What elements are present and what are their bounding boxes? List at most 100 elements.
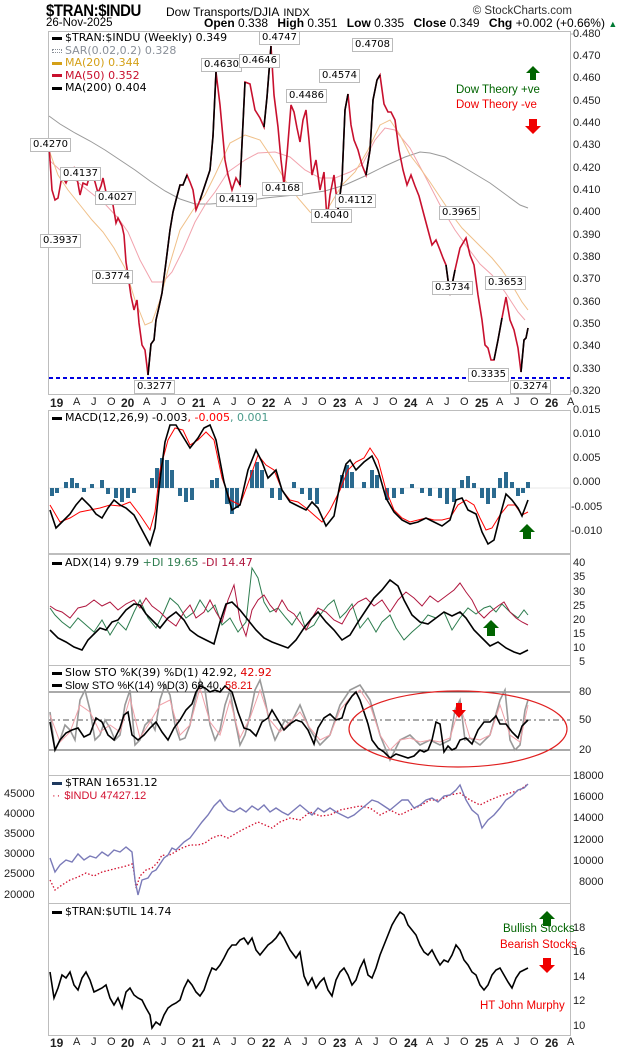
adx-panel: [49, 566, 529, 655]
x-tick: A: [143, 396, 151, 408]
x-tick: J: [514, 1036, 520, 1048]
legend-item-ma200: MA(200) 0.404: [52, 81, 227, 95]
description-text: Dow Transports/DJIA: [166, 5, 280, 19]
x-tick: J: [302, 1036, 308, 1048]
y-tick: 20: [573, 614, 586, 626]
x-axis-top: 19 A J O 20 A J O 21 A J O 22 A J O 23 A…: [0, 396, 620, 410]
legend-swatch: [52, 36, 62, 40]
macd-legend-signal: , -0.005: [187, 411, 230, 424]
y-tick: 18: [573, 922, 586, 934]
x-tick: 23: [333, 396, 347, 410]
y-tick: 30000: [4, 848, 35, 860]
low-label: Low: [346, 16, 371, 30]
x-tick: A: [213, 396, 221, 408]
y-tick: 14: [573, 971, 586, 983]
price-label: 0.4486: [286, 89, 327, 103]
chart-symbol: $TRAN:$INDU: [46, 1, 141, 20]
y-tick: 0.320: [573, 385, 601, 397]
price-label: 0.3277: [134, 380, 175, 394]
legend-swatch: [52, 561, 62, 565]
x-tick: O: [318, 1036, 327, 1048]
x-tick: O: [389, 1036, 398, 1048]
price-label: 0.4708: [352, 38, 393, 52]
y-tick: 45000: [4, 788, 35, 800]
x-tick: 25: [475, 396, 489, 410]
legend-text: MA(20) 0.344: [65, 56, 140, 69]
x-tick: A: [496, 1036, 504, 1048]
low-value: 0.335: [374, 16, 405, 30]
legend-item-price: $TRAN:$INDU (Weekly) 0.349: [52, 31, 227, 45]
x-tick: A: [426, 396, 434, 408]
x-tick: 22: [262, 1036, 276, 1050]
x-tick: A: [213, 1036, 221, 1048]
legend-item-indu: ·· $INDU 47427.12: [52, 790, 158, 803]
y-tick: 20: [579, 744, 592, 756]
legend-swatch-dots: ··: [52, 789, 62, 802]
macd-green-up-arrow-icon: [519, 524, 535, 539]
compare-panel: [49, 783, 529, 896]
y-tick: -0.005: [571, 501, 603, 513]
legend-text: MA(200) 0.404: [65, 81, 147, 94]
x-tick: 23: [333, 1036, 347, 1050]
y-tick: 35: [573, 571, 586, 583]
y-tick: 0.450: [573, 95, 601, 107]
price-label: 0.4027: [95, 191, 136, 205]
price-label: 0.3274: [510, 380, 551, 394]
legend-item-sar: SAR(0.02,0.2) 0.328: [52, 43, 227, 58]
high-value: 0.351: [307, 16, 338, 30]
price-label: 0.4747: [259, 31, 300, 45]
x-tick: A: [496, 396, 504, 408]
x-tick: 24: [404, 396, 418, 410]
price-label: 0.4040: [311, 209, 352, 223]
x-tick: J: [161, 1036, 167, 1048]
legend-swatch: [52, 910, 62, 914]
x-tick: A: [426, 1036, 434, 1048]
x-tick: 25: [475, 1036, 489, 1050]
sto-panel: [49, 677, 570, 768]
y-tick: 10: [573, 1020, 586, 1032]
credit-note: HT John Murphy: [480, 1000, 565, 1012]
x-tick: O: [247, 1036, 256, 1048]
y-tick: 40: [573, 557, 586, 569]
price-panel-frame: [48, 31, 571, 395]
x-tick: A: [284, 1036, 292, 1048]
bearish-stocks-note: Bearish Stocks: [500, 939, 577, 951]
legend-text: $INDU 47427.12: [64, 789, 147, 802]
y-tick: -0.010: [571, 525, 603, 537]
dow-theory-negative-note: Dow Theory -ve: [456, 99, 537, 111]
util-legend: $TRAN:$UTIL 14.74: [52, 905, 172, 919]
y-tick: 0.440: [573, 117, 601, 129]
y-tick: 0.380: [573, 251, 601, 263]
price-label: 0.4119: [216, 193, 257, 207]
legend-text: SAR(0.02,0.2) 0.328: [65, 43, 177, 57]
x-tick: J: [444, 1036, 450, 1048]
util-panel-frame: [48, 903, 571, 1036]
x-tick: J: [91, 396, 97, 408]
y-tick: 35000: [4, 828, 35, 840]
price-label: 0.3734: [432, 281, 473, 295]
x-tick: O: [177, 396, 186, 408]
y-tick: 0.010: [573, 428, 601, 440]
x-tick: J: [231, 1036, 237, 1048]
price-label: 0.4168: [262, 182, 303, 196]
macd-legend: MACD(12,26,9) -0.003, -0.005, 0.001: [52, 411, 268, 425]
x-tick: J: [514, 396, 520, 408]
y-tick: 14000: [573, 812, 604, 824]
x-tick: 19: [50, 1036, 64, 1050]
price-label: 0.3774: [92, 270, 133, 284]
x-tick: O: [530, 1036, 539, 1048]
x-tick: O: [460, 396, 469, 408]
y-tick: 0.015: [573, 404, 601, 416]
x-tick: J: [161, 396, 167, 408]
x-tick: O: [247, 396, 256, 408]
y-tick: 0.370: [573, 273, 601, 285]
y-tick: 0.350: [573, 318, 601, 330]
y-tick: 0.330: [573, 363, 601, 375]
macd-panel-frame: [48, 410, 571, 554]
price-label: 0.3965: [439, 206, 480, 220]
y-tick: 12000: [573, 834, 604, 846]
legend-swatch: [52, 48, 62, 53]
exchange-text: INDX: [283, 7, 310, 19]
price-label: 0.3653: [485, 276, 526, 290]
green-up-arrow-icon: [526, 66, 540, 80]
